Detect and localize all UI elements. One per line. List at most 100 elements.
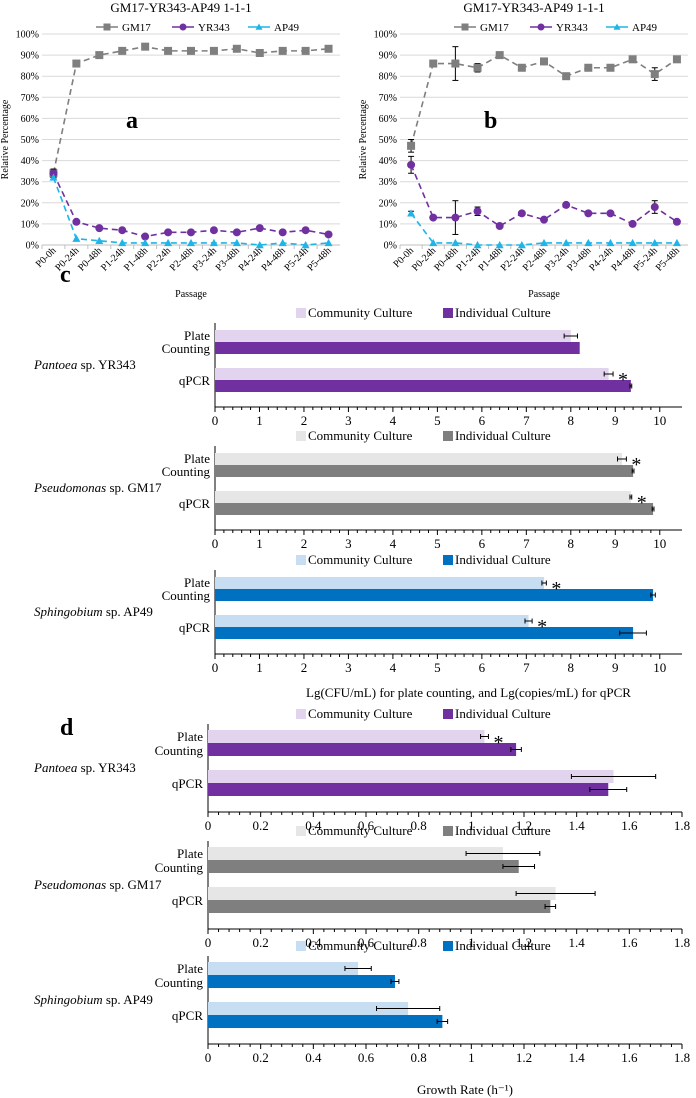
data-point-AP49: [95, 236, 104, 244]
x-tick-label: 9: [612, 536, 619, 551]
x-tick-label: 6: [479, 660, 486, 675]
x-tick-label: 0: [205, 1050, 212, 1065]
bar-community: [215, 330, 571, 342]
row-label: qPCR: [179, 496, 210, 511]
legend-label: YR343: [556, 22, 588, 34]
legend-label: AP49: [274, 22, 300, 34]
data-point-GM17: [650, 70, 659, 79]
bar-group-ap49: Community Culture Individual Culture 0 1 2 3 4…: [34, 552, 682, 675]
y-axis-label: Relative Percentage: [358, 99, 369, 179]
bar-community: [208, 962, 359, 975]
x-tick-label: 3: [345, 413, 352, 428]
data-point-AP49: [118, 238, 127, 247]
y-tick-label: 20%: [379, 198, 397, 209]
y-tick-label: 20%: [21, 198, 39, 209]
legend-label: Community Culture: [308, 305, 413, 320]
x-tick-label: P0-48h: [432, 245, 460, 273]
data-point-GM17: [606, 63, 615, 72]
x-tick-label: P3-48h: [214, 245, 242, 273]
data-point-GM17: [187, 46, 195, 55]
data-point-GM17: [118, 46, 127, 55]
x-tick-label: 8: [568, 660, 575, 675]
row-label: Plate: [177, 729, 203, 744]
row-label: Counting: [155, 975, 204, 990]
bar-community: [215, 615, 529, 627]
panel-label: a: [126, 108, 138, 134]
data-point-YR343: [473, 207, 482, 216]
x-tick-label: 2: [301, 660, 308, 675]
significance-star: *: [551, 578, 561, 600]
x-tick-label: 7: [523, 413, 530, 428]
x-tick-label: P5-24h: [632, 245, 660, 273]
x-tick-label: 1.8: [674, 818, 690, 833]
x-tick-label: 0: [205, 935, 212, 950]
data-point-GM17: [495, 51, 504, 60]
legend-swatch-individual: [443, 555, 453, 565]
bar-individual: [215, 627, 634, 639]
legend-label: Individual Culture: [455, 706, 551, 721]
series-line-YR343: [52, 172, 329, 238]
x-tick-label: 0.4: [305, 935, 322, 950]
data-point-AP49: [672, 238, 681, 247]
organism-label: Sphingobium sp. AP49: [34, 604, 153, 619]
x-tick-label: 0: [212, 413, 219, 428]
x-tick-label: 1.8: [674, 935, 690, 950]
x-tick-label: P2-48h: [168, 245, 196, 273]
y-tick-label: 100%: [374, 30, 397, 41]
data-point-AP49: [584, 238, 593, 247]
chart-title: GM17-YR343-AP49 1-1-1: [463, 0, 604, 15]
x-tick-label: 0: [205, 818, 212, 833]
x-tick-label: 3: [345, 536, 352, 551]
legend-label: Individual Culture: [455, 823, 551, 838]
organism-genus: Sphingobium: [34, 992, 103, 1007]
x-tick-label: 4: [390, 536, 397, 551]
x-tick-label: P2-24h: [145, 245, 173, 273]
x-tick-label: P5-48h: [654, 245, 682, 273]
data-point-YR343: [517, 209, 526, 218]
y-tick-label: 70%: [379, 93, 397, 104]
panel-label: d: [60, 715, 74, 741]
row-label: Counting: [162, 588, 211, 603]
legend-swatch-individual: [443, 709, 453, 719]
data-point-YR343: [495, 222, 504, 231]
data-point-YR343: [407, 160, 416, 169]
x-tick-label: P1-48h: [477, 245, 505, 273]
bar-individual: [208, 743, 517, 756]
significance-star: *: [631, 454, 641, 476]
data-point-AP49: [164, 238, 173, 247]
y-tick-label: 80%: [21, 72, 39, 83]
data-point-AP49: [324, 238, 333, 247]
data-point-GM17: [584, 63, 593, 72]
legend-label: Community Culture: [308, 706, 413, 721]
data-point-GM17: [473, 63, 482, 72]
bar-individual: [215, 503, 654, 515]
x-tick-label: 0.2: [253, 818, 269, 833]
row-label: qPCR: [179, 620, 210, 635]
organism-label: Sphingobium sp. AP49: [34, 992, 153, 1007]
y-tick-label: 10%: [379, 219, 397, 230]
data-point-YR343: [301, 226, 310, 235]
bar-individual: [215, 589, 654, 601]
data-point-GM17: [324, 44, 333, 53]
organism-label: Pantoea sp. YR343: [33, 760, 136, 775]
data-point-AP49: [429, 238, 438, 247]
data-point-AP49: [72, 234, 81, 242]
row-label: Plate: [177, 846, 203, 861]
row-label: Counting: [155, 743, 204, 758]
organism-species: sp. YR343: [77, 357, 135, 372]
x-tick-label: 1.8: [674, 1050, 690, 1065]
x-tick-label: P4-24h: [237, 245, 265, 273]
legend-label: Community Culture: [308, 552, 413, 567]
data-point-YR343: [141, 232, 150, 241]
data-point-GM17: [407, 141, 416, 150]
bar-group-yr343: Community Culture Individual Culture 0 1 2 3 4…: [33, 305, 682, 428]
data-point-YR343: [232, 228, 241, 237]
row-label: Counting: [155, 860, 204, 875]
bar-community: [208, 1002, 409, 1015]
data-point-YR343: [324, 230, 333, 239]
marker-triangle: [255, 23, 263, 30]
legend-swatch-individual: [443, 826, 453, 836]
y-axis-label: Relative Percentage: [0, 99, 11, 179]
x-tick-label: 9: [612, 413, 619, 428]
